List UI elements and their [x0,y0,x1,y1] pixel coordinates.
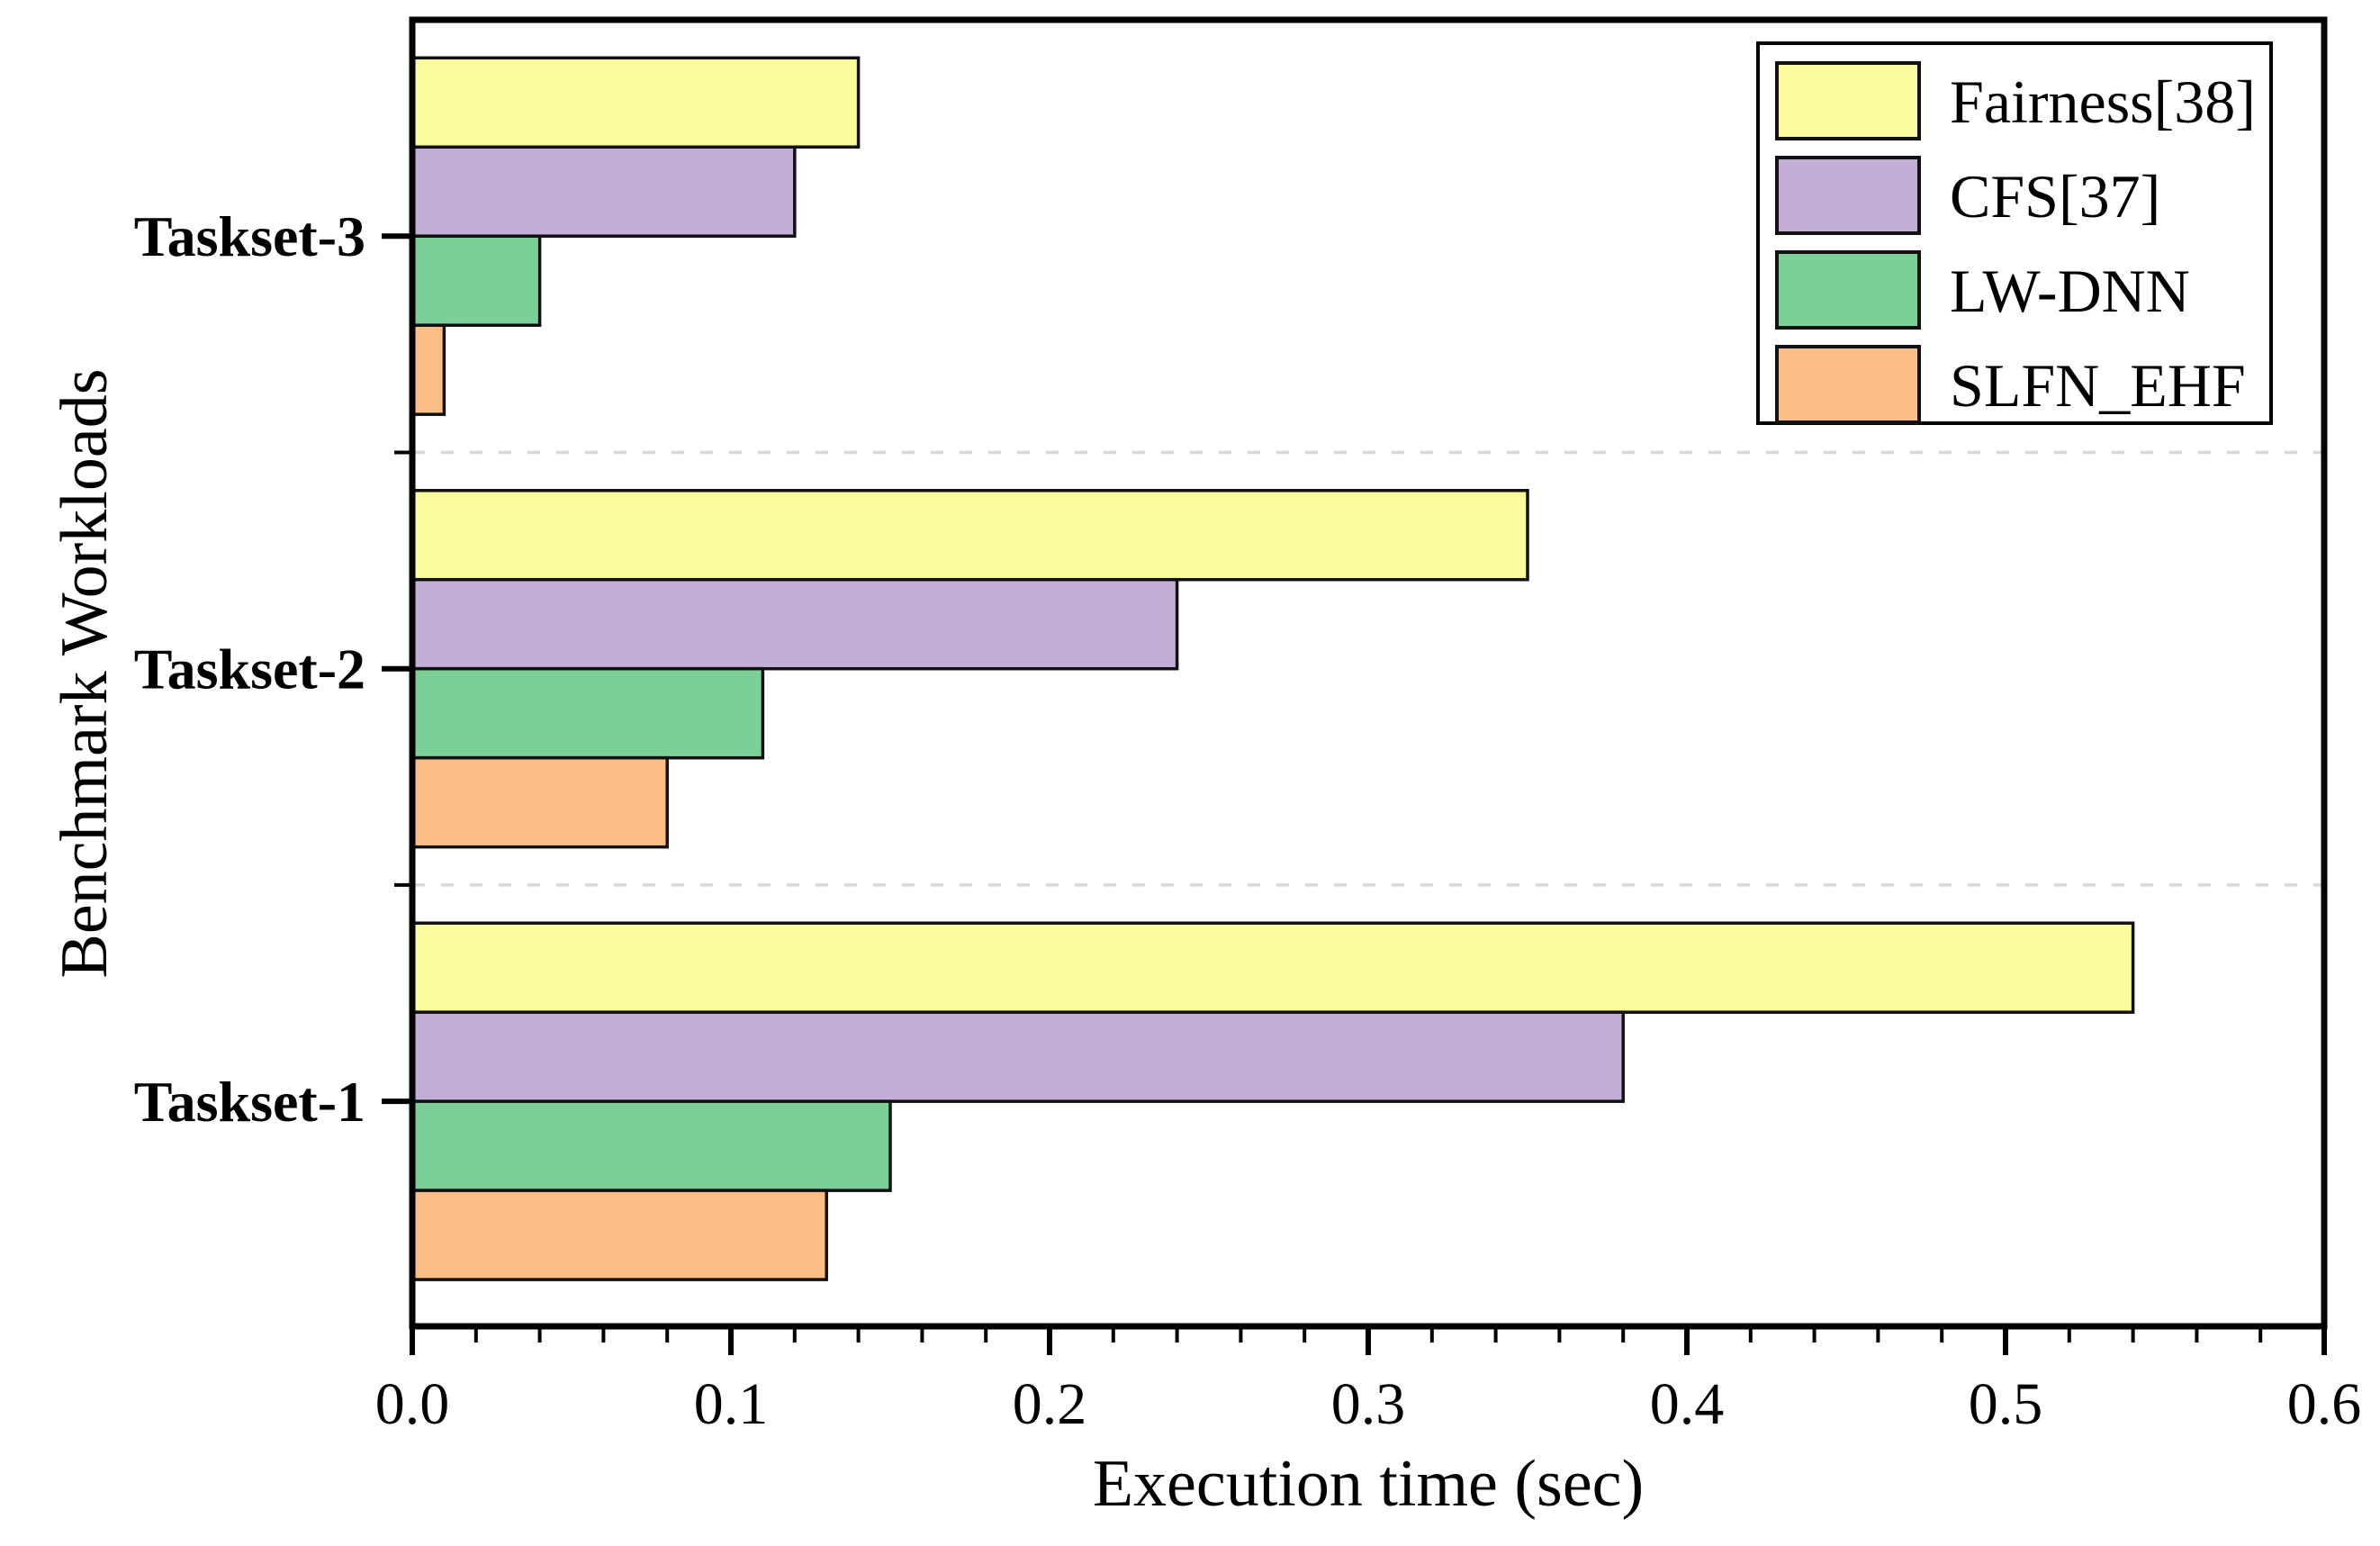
x-tick-label: 0.3 [1331,1371,1406,1437]
bar-LW-DNN-Taskset-2 [410,666,765,760]
bar-SLFN_EHF-Taskset-2 [410,755,669,849]
y-axis-title: Benchmark Workloads [48,368,122,978]
y-category-label-Taskset-1: Taskset-1 [134,1070,365,1134]
x-tick-label: 0.1 [694,1371,769,1437]
legend-label-cfs: CFS[37] [1950,162,2160,231]
gridlines [412,450,2324,887]
legend: Fairness[38] CFS[37] LW-DNN SLFN_EHF [1756,41,2273,425]
bar-SLFN_EHF-Taskset-3 [410,323,446,416]
legend-label-slfnehf: SLFN_EHF [1950,351,2246,420]
y-axis: Taskset-1 Taskset-2 Taskset-3 [134,204,412,1134]
legend-swatch-slfnehf [1775,345,1921,424]
bar-SLFN_EHF-Taskset-1 [410,1189,828,1281]
x-tick-label: 0.5 [1969,1371,2043,1437]
bar-Fairness[38]-Taskset-3 [410,56,861,149]
legend-swatch-fairness [1775,61,1921,140]
bar-Fairness[38]-Taskset-2 [410,488,1529,582]
bar-CFS[37]-Taskset-2 [410,577,1179,671]
bar-CFS[37]-Taskset-3 [410,145,797,238]
legend-label-lwdnn: LW-DNN [1950,257,2190,325]
x-tick-label: 0.4 [1650,1371,1725,1437]
bar-LW-DNN-Taskset-1 [410,1099,892,1192]
x-axis: 0.0 0.1 0.2 0.3 0.4 0.5 0.6 [375,1326,2362,1437]
y-category-label-Taskset-2: Taskset-2 [134,637,365,701]
x-tick-label: 0.0 [375,1371,450,1437]
y-category-label-Taskset-3: Taskset-3 [134,204,365,268]
legend-swatch-cfs [1775,156,1921,235]
bar-LW-DNN-Taskset-3 [410,234,542,327]
bars [410,56,2135,1281]
x-tick-label: 0.2 [1013,1371,1087,1437]
bar-Fairness[38]-Taskset-1 [410,921,2135,1014]
x-axis-title: Execution time (sec) [1093,1447,1644,1521]
legend-label-fairness: Fairness[38] [1950,68,2256,136]
legend-swatch-lwdnn [1775,250,1921,330]
x-tick-label: 0.6 [2287,1371,2362,1437]
bar-CFS[37]-Taskset-1 [410,1010,1625,1103]
